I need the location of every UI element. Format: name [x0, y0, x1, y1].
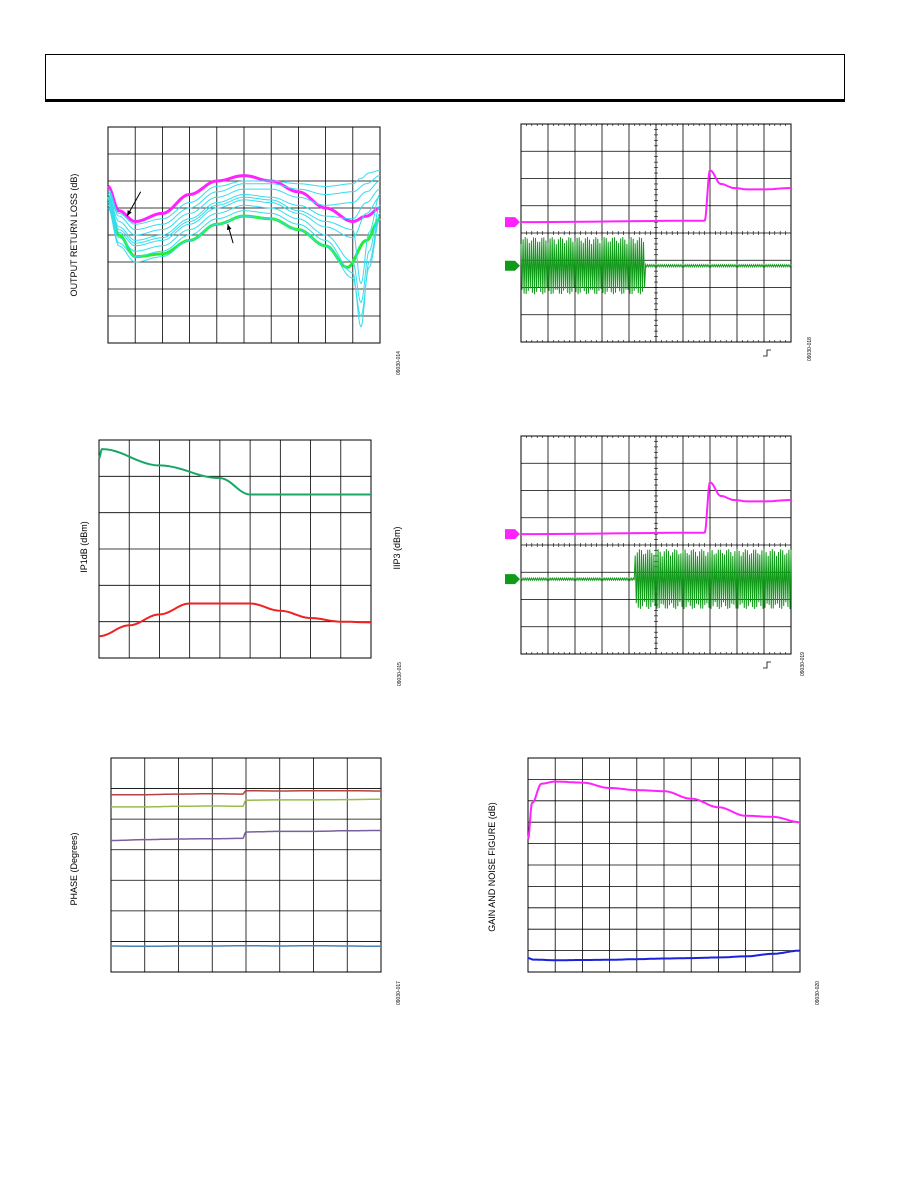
- gain-nf-chart: [527, 757, 801, 973]
- gain-nf-figure-id: 09030-020: [815, 981, 821, 1005]
- scope-pulse-off-channel-marker-1: [505, 260, 520, 271]
- output-return-loss-series-2: [107, 175, 381, 231]
- output-return-loss-series-8: [107, 207, 381, 317]
- p1db-ylabel: IP1dB (dBm): [79, 521, 89, 573]
- phase-series-3: [111, 944, 381, 948]
- output-return-loss-series-3: [107, 180, 381, 236]
- ip3-ylabel: IIP3 (dBm): [392, 526, 402, 570]
- gain-nf-series-1: [527, 949, 801, 962]
- scope-pulse-on-series-1: [520, 549, 792, 610]
- scope-pulse-on-channel-marker-1: [505, 574, 520, 585]
- scope-pulse-on-figure-id: 09030-019: [800, 652, 806, 676]
- output-return-loss-series-4: [107, 188, 381, 241]
- phase-series-2: [111, 829, 381, 842]
- phase-figure-id: 09030-017: [396, 981, 402, 1005]
- scope-pulse-off-figure-id: 09030-018: [807, 337, 813, 361]
- output-return-loss-series-9: [107, 169, 380, 225]
- trigger-icon: [763, 661, 771, 669]
- p1db-ip3-chart: [98, 439, 372, 659]
- scope-pulse-off-series-0: [521, 169, 792, 224]
- scope-pulse-off-channel-marker-0: [505, 217, 520, 228]
- gain-nf-ylabel: GAIN AND NOISE FIGURE (dB): [487, 802, 497, 932]
- output-return-loss-series-7: [107, 204, 381, 328]
- phase-series-1: [111, 798, 381, 808]
- phase-ylabel: PHASE (Degrees): [69, 832, 79, 906]
- scope-pulse-off-series-1: [520, 237, 792, 295]
- output-return-loss-series-0: [107, 174, 381, 223]
- scope-pulse-off-chart: [505, 123, 792, 357]
- p1db-ip3-series-1: [98, 602, 371, 638]
- output-return-loss-ylabel: OUTPUT RETURN LOSS (dB): [69, 173, 79, 297]
- phase-chart: [110, 757, 382, 973]
- scope-pulse-on-chart: [505, 435, 792, 669]
- p1db-ip3-series-0: [98, 448, 371, 496]
- output-return-loss-series-5: [107, 196, 381, 247]
- output-return-loss-series-6: [107, 202, 381, 303]
- gain-nf-series-0: [527, 780, 801, 840]
- scope-pulse-on-series-0: [521, 481, 792, 536]
- trigger-icon: [763, 349, 771, 357]
- output-return-loss-arrowhead-0: [127, 210, 132, 217]
- page-header-frame: [45, 54, 845, 102]
- output-return-loss-chart: [107, 126, 381, 344]
- phase-series-0: [111, 789, 381, 796]
- scope-pulse-on-channel-marker-0: [505, 529, 520, 540]
- output-return-loss-arrowhead-1: [226, 224, 232, 231]
- p1db-ip3-figure-id: 09030-015: [397, 662, 403, 686]
- output-return-loss-figure-id: 09030-014: [396, 351, 402, 375]
- output-return-loss-series-10: [107, 194, 381, 285]
